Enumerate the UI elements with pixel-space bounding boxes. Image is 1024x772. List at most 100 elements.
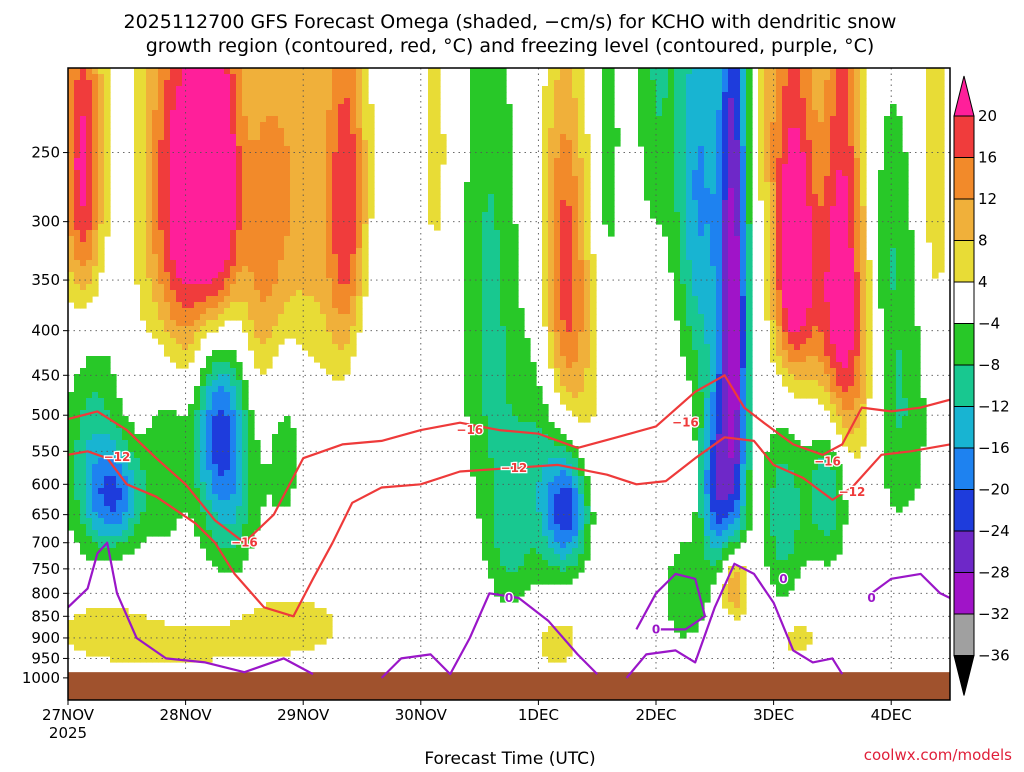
omega-cell [428,188,435,195]
omega-cell [788,98,795,105]
omega-cell [254,80,261,87]
omega-cell [182,332,189,339]
omega-cell [830,116,837,123]
omega-cell [578,206,585,213]
omega-cell [680,140,687,147]
omega-cell [734,158,741,165]
omega-cell [218,122,225,129]
omega-cell [770,314,777,321]
omega-cell [824,242,831,249]
omega-cell [818,170,825,177]
omega-cell [722,254,729,261]
omega-cell [824,122,831,129]
omega-cell [698,134,705,141]
omega-cell [152,218,159,225]
omega-cell [560,350,567,357]
omega-cell [158,266,165,273]
omega-cell [194,218,201,225]
omega-cell [788,338,795,345]
omega-cell [242,212,249,219]
omega-cell [830,230,837,237]
omega-cell [824,278,831,285]
omega-cell [218,92,225,99]
omega-cell [320,254,327,261]
omega-cell [884,278,891,285]
omega-cell [794,80,801,87]
omega-cell [566,182,573,189]
omega-cell [614,128,621,135]
omega-cell [92,182,99,189]
omega-cell [188,332,195,339]
omega-cell [932,200,939,207]
omega-cell [338,146,345,153]
omega-cell [788,254,795,261]
omega-cell [332,104,339,111]
omega-cell [782,212,789,219]
omega-cell [104,98,111,105]
omega-cell [776,134,783,141]
omega-cell [320,278,327,285]
omega-cell [800,212,807,219]
omega-cell [152,92,159,99]
omega-cell [356,230,363,237]
omega-cell [686,212,693,219]
omega-cell [134,116,141,123]
omega-cell [476,146,483,153]
omega-cell [482,122,489,129]
omega-cell [194,344,201,351]
omega-cell [782,290,789,297]
omega-cell [320,326,327,333]
omega-cell [140,200,147,207]
omega-cell [260,176,267,183]
omega-cell [350,74,357,81]
omega-cell [260,362,267,369]
omega-cell [860,302,867,309]
omega-cell [320,344,327,351]
omega-cell [704,254,711,261]
omega-cell [86,74,93,81]
omega-cell [356,254,363,261]
omega-cell [806,314,813,321]
omega-cell [482,296,489,303]
omega-cell [566,80,573,87]
omega-cell [716,260,723,267]
omega-cell [686,284,693,291]
omega-cell [806,224,813,231]
omega-cell [68,236,75,243]
omega-cell [554,206,561,213]
omega-cell [206,254,213,261]
omega-cell [902,206,909,213]
omega-cell [464,242,471,249]
omega-cell [170,350,177,357]
omega-cell [812,308,819,315]
omega-cell [164,182,171,189]
omega-cell [692,224,699,231]
omega-cell [200,140,207,147]
omega-cell [74,272,81,279]
omega-cell [362,248,369,255]
omega-cell [782,110,789,117]
omega-cell [692,356,699,363]
omega-cell [770,326,777,333]
omega-cell [584,296,591,303]
omega-cell [158,230,165,237]
omega-cell [248,290,255,297]
omega-cell [140,236,147,243]
omega-cell [542,230,549,237]
omega-cell [260,80,267,87]
omega-cell [740,296,747,303]
omega-cell [656,110,663,117]
omega-cell [368,176,375,183]
omega-cell [212,92,219,99]
omega-cell [338,74,345,81]
omega-cell [896,212,903,219]
omega-cell [698,236,705,243]
omega-cell [734,152,741,159]
omega-cell [812,254,819,261]
omega-cell [158,278,165,285]
omega-cell [368,158,375,165]
omega-cell [866,344,873,351]
omega-cell [782,248,789,255]
omega-cell [218,356,225,363]
